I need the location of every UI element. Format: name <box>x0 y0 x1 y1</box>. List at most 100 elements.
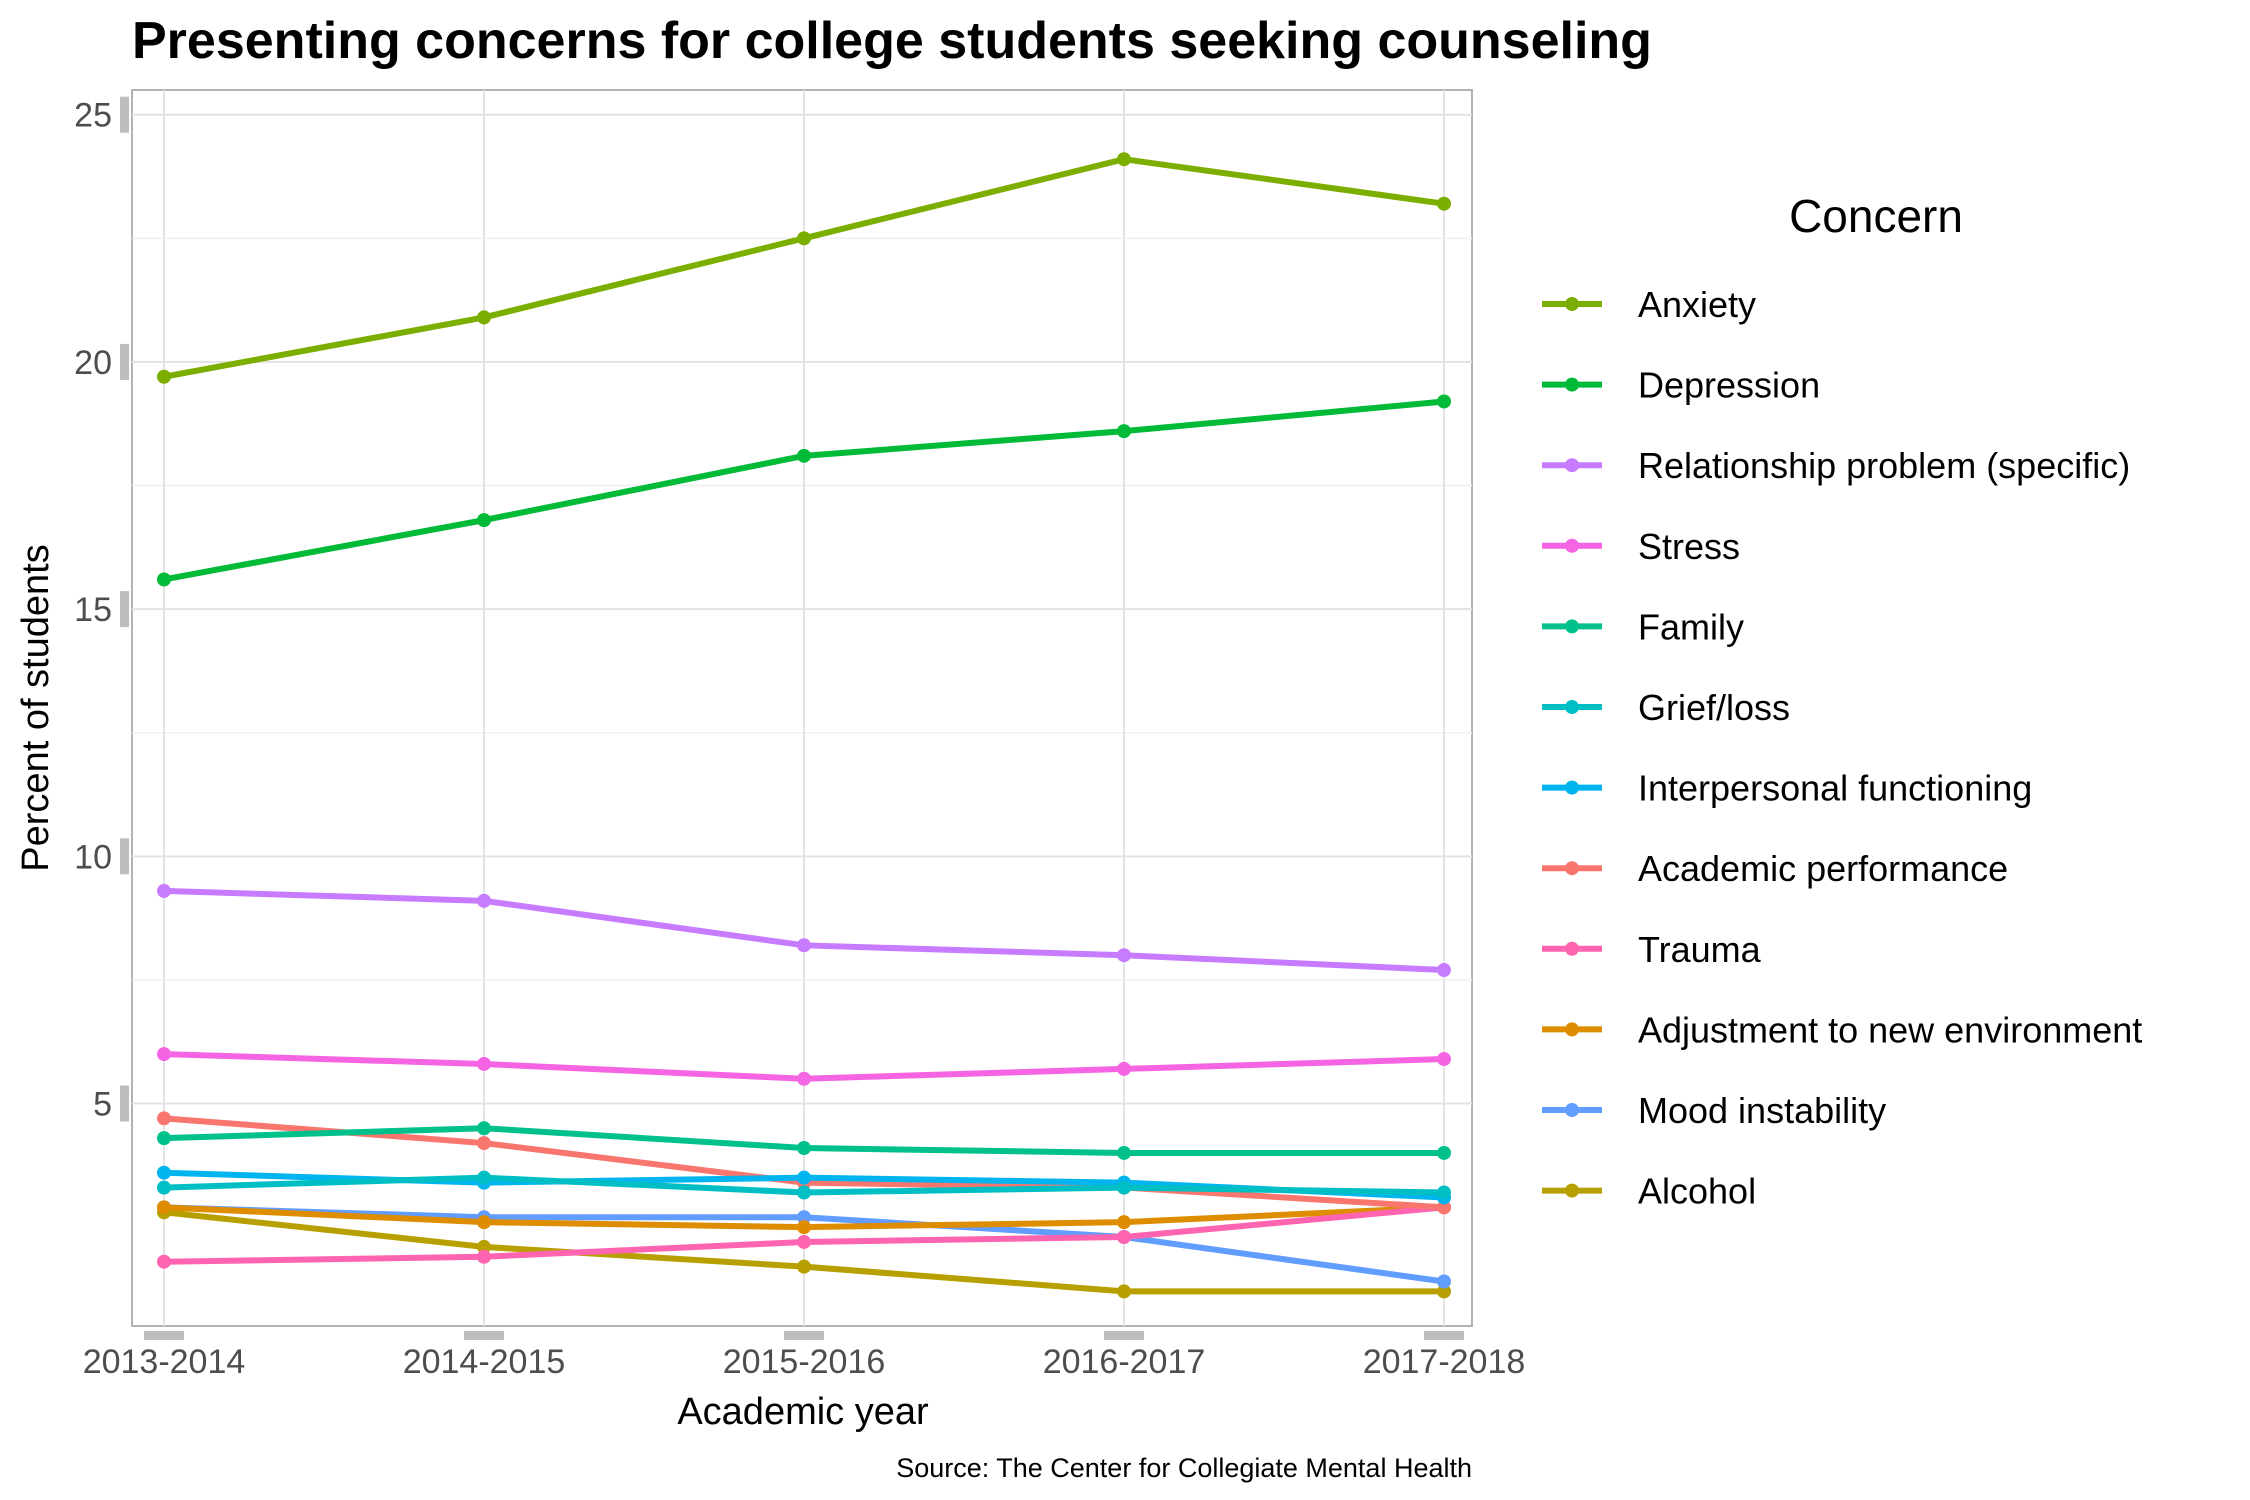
data-point <box>1437 1200 1451 1215</box>
data-point <box>1437 1274 1451 1289</box>
data-point <box>797 1210 811 1225</box>
legend-label: Mood instability <box>1638 1090 1886 1131</box>
x-axis-title: Academic year <box>677 1391 929 1433</box>
data-point <box>797 1141 811 1156</box>
legend-label: Trauma <box>1638 929 1762 970</box>
y-tick-mark <box>120 1085 129 1122</box>
data-point <box>797 231 811 246</box>
x-tick-label: 2014-2015 <box>403 1343 566 1381</box>
data-point <box>1117 152 1131 167</box>
data-point <box>1117 1215 1131 1230</box>
data-point <box>157 883 171 898</box>
legend-item: Interpersonal functioning <box>1542 768 2032 809</box>
legend-label: Adjustment to new environment <box>1638 1009 2142 1050</box>
legend-label: Academic performance <box>1638 848 2008 889</box>
data-point <box>1437 1145 1451 1160</box>
legend-label: Alcohol <box>1638 1171 1756 1212</box>
x-tick-label: 2017-2018 <box>1363 1343 1526 1381</box>
data-point <box>157 1047 171 1062</box>
panel-border <box>131 89 1473 1327</box>
legend-key-point <box>1565 1022 1579 1037</box>
data-point <box>477 1170 491 1185</box>
series-grief-loss <box>157 1170 1451 1200</box>
legend-key-point <box>1565 1103 1579 1117</box>
y-tick-label: 10 <box>74 838 112 876</box>
legend-key-point <box>1565 297 1579 311</box>
x-tick-mark <box>144 1331 184 1340</box>
data-point <box>1117 424 1131 439</box>
legend-label: Anxiety <box>1638 284 1756 325</box>
legend-item: Family <box>1542 606 1744 647</box>
data-point <box>477 1136 491 1151</box>
data-point <box>1117 1180 1131 1195</box>
data-point <box>797 1259 811 1274</box>
data-point <box>157 1254 171 1269</box>
data-point <box>1437 196 1451 211</box>
legend-item: Trauma <box>1542 929 1762 970</box>
y-tick-label: 15 <box>74 591 112 629</box>
series-anxiety <box>157 152 1451 384</box>
legend-label: Grief/loss <box>1638 687 1790 728</box>
legend-key-point <box>1565 1183 1579 1198</box>
data-point <box>157 369 171 384</box>
data-point <box>1437 1052 1451 1067</box>
y-tick-label: 20 <box>74 344 112 382</box>
gridlines <box>132 90 1472 1326</box>
x-tick-mark <box>464 1331 504 1340</box>
data-point <box>157 1180 171 1195</box>
data-point <box>797 1220 811 1235</box>
x-tick-mark <box>1424 1331 1464 1340</box>
data-point <box>477 893 491 908</box>
data-point <box>477 1121 491 1136</box>
data-point <box>157 1165 171 1180</box>
chart-title: Presenting concerns for college students… <box>132 12 1652 70</box>
y-tick-label: 25 <box>74 97 112 135</box>
data-point <box>477 1056 491 1071</box>
legend-item: Adjustment to new environment <box>1542 1009 2142 1050</box>
legend-item: Depression <box>1542 365 1820 406</box>
legend-item: Grief/loss <box>1542 687 1790 728</box>
y-tick-mark <box>120 96 129 133</box>
series-relationship-problem-specific <box>157 883 1451 978</box>
y-tick-mark <box>120 838 129 875</box>
legend-key-point <box>1565 861 1579 876</box>
data-point <box>157 1111 171 1126</box>
data-point <box>1437 1185 1451 1200</box>
legend-label: Interpersonal functioning <box>1638 768 2032 809</box>
legend-label: Relationship problem (specific) <box>1638 445 2130 486</box>
x-tick-label: 2015-2016 <box>723 1343 886 1381</box>
data-point <box>477 1239 491 1254</box>
data-point <box>1117 948 1131 963</box>
data-point <box>797 938 811 953</box>
legend-label: Stress <box>1638 526 1740 567</box>
x-tick-mark <box>784 1331 824 1340</box>
series-lines <box>157 152 1451 1299</box>
series-depression <box>157 394 1451 587</box>
y-tick-label: 5 <box>93 1086 112 1124</box>
y-tick-mark <box>120 343 129 380</box>
data-point <box>477 1249 491 1264</box>
x-tick-label: 2013-2014 <box>83 1343 246 1381</box>
data-point <box>1437 1284 1451 1299</box>
data-point <box>797 1185 811 1200</box>
legend-title: Concern <box>1789 190 1963 242</box>
legend-item: Anxiety <box>1542 284 1756 325</box>
data-point <box>1117 1284 1131 1299</box>
series-family <box>157 1121 1451 1160</box>
legend-label: Depression <box>1638 365 1820 406</box>
legend-key-point <box>1565 538 1579 553</box>
data-point <box>1437 963 1451 978</box>
data-point <box>797 1071 811 1086</box>
data-point <box>157 572 171 587</box>
axes: 5 10 15 20 25 2013-2014 2014-2015 2015-2016 2016… <box>74 96 1526 1381</box>
data-point <box>1117 1145 1131 1160</box>
data-point <box>477 513 491 528</box>
data-point <box>1117 1230 1131 1245</box>
legend-item: Academic performance <box>1542 848 2008 889</box>
legend-item: Mood instability <box>1542 1090 1886 1131</box>
legend-key-point <box>1565 941 1579 956</box>
data-point <box>797 1234 811 1249</box>
data-point <box>797 448 811 463</box>
